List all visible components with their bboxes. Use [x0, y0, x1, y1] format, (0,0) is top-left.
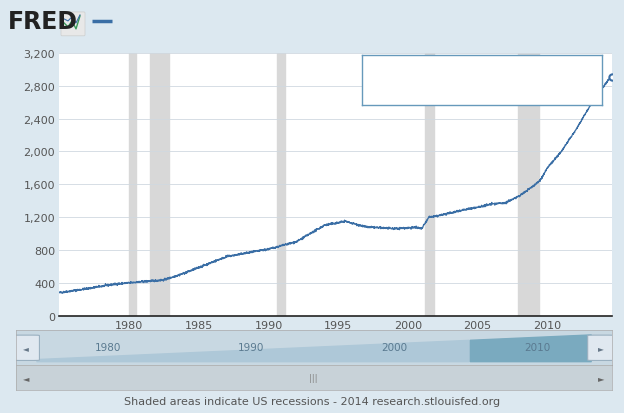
Bar [277, 54, 285, 316]
Text: 1990: 1990 [238, 342, 264, 352]
Bar [150, 54, 170, 316]
Text: ◄: ◄ [23, 344, 29, 352]
Text: 2010: 2010 [524, 342, 550, 352]
Text: Shaded areas indicate US recessions - 2014 research.stlouisfed.org: Shaded areas indicate US recessions - 20… [124, 396, 500, 406]
FancyBboxPatch shape [61, 13, 85, 37]
FancyBboxPatch shape [12, 335, 39, 361]
Bar [425, 54, 434, 316]
Bar [129, 54, 136, 316]
Text: 2000: 2000 [381, 342, 407, 352]
Text: 1980: 1980 [95, 342, 121, 352]
Text: ►: ► [598, 373, 605, 382]
Bar [518, 54, 539, 316]
Text: FRED: FRED [8, 10, 78, 34]
Text: ►: ► [598, 344, 604, 352]
FancyBboxPatch shape [588, 335, 615, 361]
Text: ◄: ◄ [22, 373, 29, 382]
Text: |||: ||| [310, 373, 318, 382]
